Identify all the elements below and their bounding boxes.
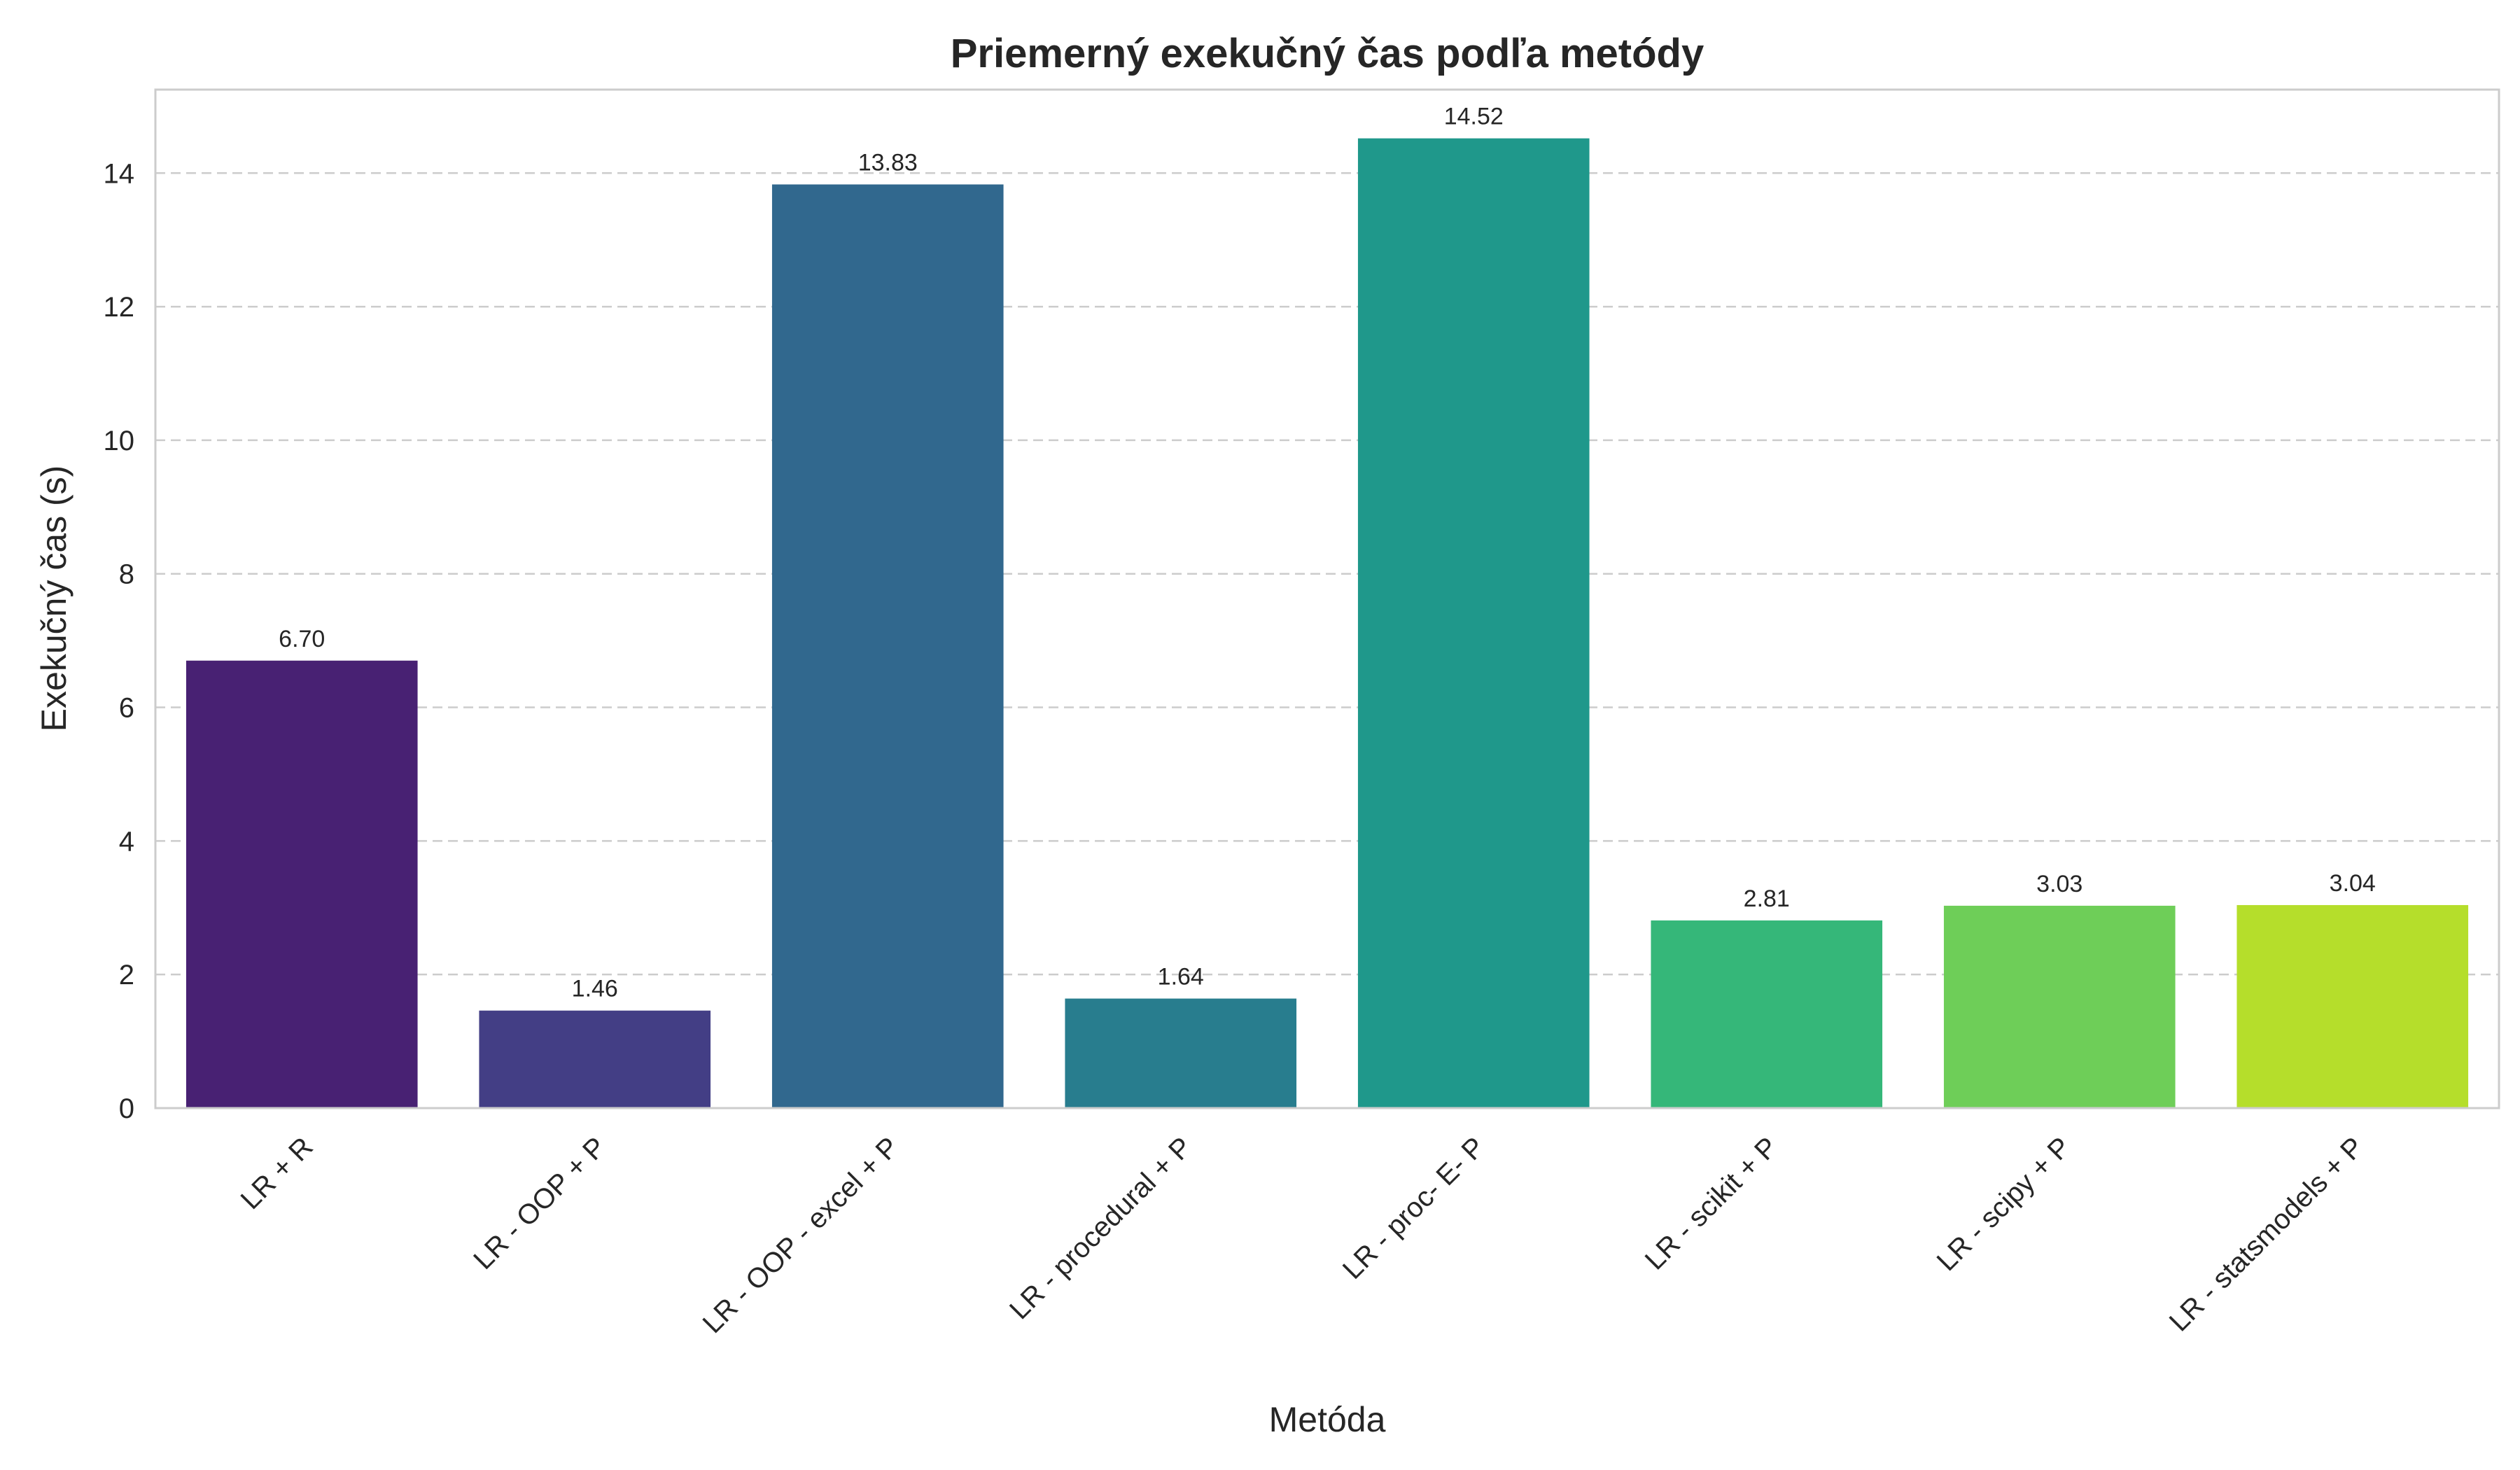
- x-tick-label: LR - procedural + P: [1004, 1131, 1198, 1325]
- bar-value-label: 14.52: [1444, 104, 1504, 130]
- data-labels: 6.70 1.46 13.83 1.64 14.52 2.81 3.03 3.04: [279, 104, 2376, 1002]
- bar-value-label: 2.81: [1744, 886, 1790, 912]
- y-tick-labels: 0 2 4 6 8 10 12 14: [104, 158, 135, 1124]
- bar: [1065, 998, 1297, 1108]
- y-tick-label: 4: [119, 826, 134, 857]
- y-tick-label: 14: [104, 158, 135, 189]
- x-tick-label: LR - proc- E- P: [1337, 1131, 1491, 1285]
- plot-frame: [154, 88, 2500, 1110]
- y-tick-label: 8: [119, 559, 134, 590]
- bar: [1651, 920, 1883, 1108]
- bar-value-label: 3.04: [2330, 870, 2376, 897]
- x-tick-label: LR - OOP + P: [468, 1131, 612, 1275]
- bar: [186, 660, 418, 1108]
- x-tick-labels: LR + R LR - OOP + P LR - OOP - excel + P LR…: [235, 1131, 2370, 1339]
- x-tick-label: LR - statsmodels + P: [2164, 1131, 2370, 1337]
- bar-value-label: 6.70: [279, 626, 325, 652]
- bar-value-label: 1.46: [572, 976, 618, 1002]
- y-tick-label: 2: [119, 960, 134, 990]
- y-tick-label: 12: [104, 292, 135, 323]
- chart-title: Priemerný exekučný čas podľa metódy: [951, 31, 1704, 76]
- bar-value-label: 3.03: [2036, 871, 2082, 897]
- x-tick-label: LR + R: [235, 1131, 319, 1215]
- y-tick-label: 0: [119, 1093, 134, 1124]
- bars: [186, 138, 2469, 1109]
- bar: [479, 1010, 711, 1108]
- y-axis-label: Exekučný čas (s): [34, 465, 74, 732]
- bar: [1357, 138, 1590, 1109]
- grid-lines: [155, 172, 2499, 976]
- y-tick-label: 10: [104, 426, 135, 456]
- x-tick-label: LR - scikit + P: [1639, 1131, 1784, 1275]
- x-tick-label: LR - OOP - excel + P: [697, 1131, 905, 1339]
- bar-value-label: 13.83: [858, 149, 918, 176]
- bar: [2236, 904, 2469, 1108]
- x-axis-label: Metóda: [1269, 1400, 1386, 1439]
- y-tick-label: 6: [119, 693, 134, 724]
- bar-value-label: 1.64: [1158, 964, 1204, 990]
- bar: [771, 184, 1004, 1109]
- bar: [1943, 905, 2176, 1108]
- x-tick-label: LR - scipy + P: [1931, 1131, 2077, 1277]
